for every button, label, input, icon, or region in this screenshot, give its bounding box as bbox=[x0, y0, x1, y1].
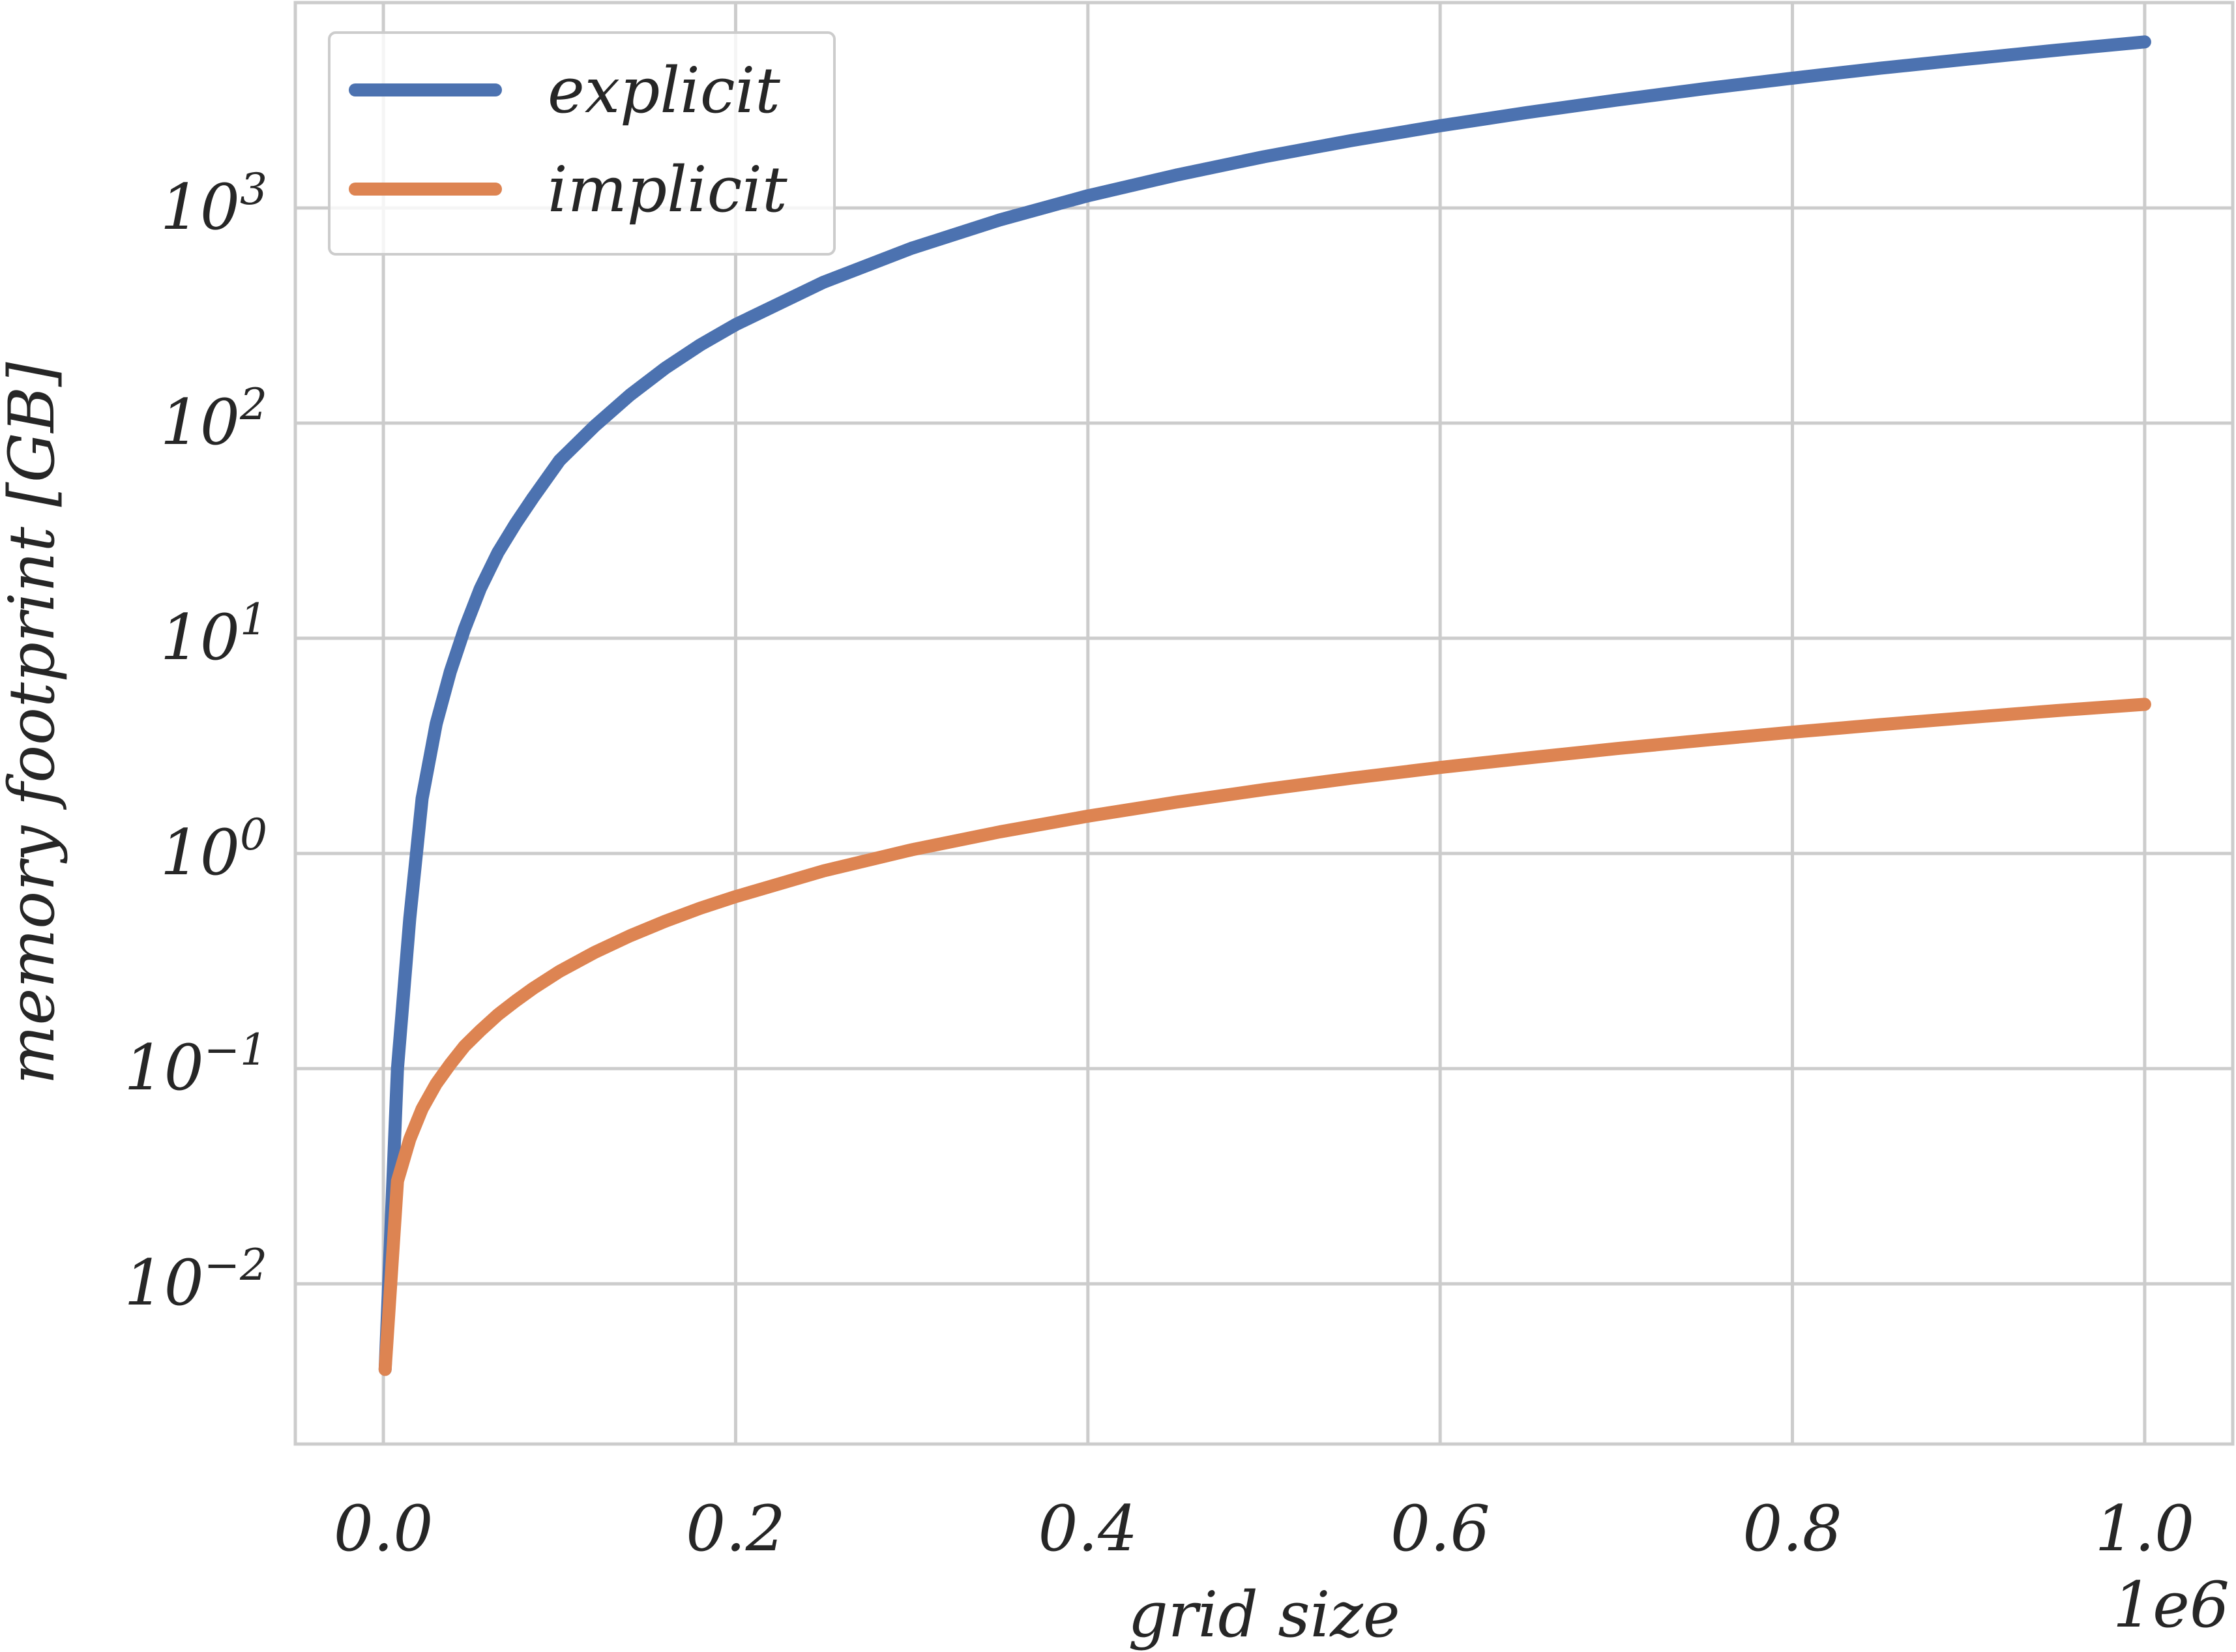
x-tick-label: 0.4 bbox=[1038, 1492, 1138, 1565]
legend-label-implicit: implicit bbox=[548, 153, 787, 226]
y-tick-label: 101 bbox=[160, 595, 267, 674]
plot-area-frame bbox=[293, 1, 2235, 1446]
y-tick-label: 10−2 bbox=[125, 1240, 267, 1320]
x-tick-label: 1.0 bbox=[2095, 1492, 2195, 1565]
series-line-explicit bbox=[378, 35, 2151, 1376]
y-gridlines bbox=[295, 206, 2233, 1286]
y-tick-label: 103 bbox=[160, 164, 267, 244]
legend: explicit implicit bbox=[328, 31, 836, 256]
x-tick-label: 0.2 bbox=[686, 1492, 786, 1565]
x-axis-offset-label: 1e6 bbox=[2113, 1569, 2229, 1642]
series-layer bbox=[378, 35, 2151, 1376]
x-tick-labels: 0.0 0.2 0.4 0.6 0.8 1.0 bbox=[334, 1492, 2194, 1565]
x-axis-label: grid size bbox=[1128, 1578, 1400, 1651]
x-tick-label: 0.0 bbox=[334, 1492, 434, 1565]
x-tick-label: 0.6 bbox=[1390, 1492, 1490, 1565]
x-tick-label: 0.8 bbox=[1743, 1492, 1842, 1565]
y-axis-label: memory footprint [GB] bbox=[0, 362, 68, 1085]
y-tick-label: 10−1 bbox=[125, 1025, 267, 1104]
y-tick-label: 102 bbox=[160, 379, 267, 459]
y-tick-labels: 10−2 10−1 100 101 102 103 bbox=[125, 164, 267, 1320]
series-line-implicit bbox=[378, 698, 2151, 1376]
y-tick-label: 100 bbox=[160, 810, 267, 889]
legend-label-explicit: explicit bbox=[548, 54, 780, 127]
